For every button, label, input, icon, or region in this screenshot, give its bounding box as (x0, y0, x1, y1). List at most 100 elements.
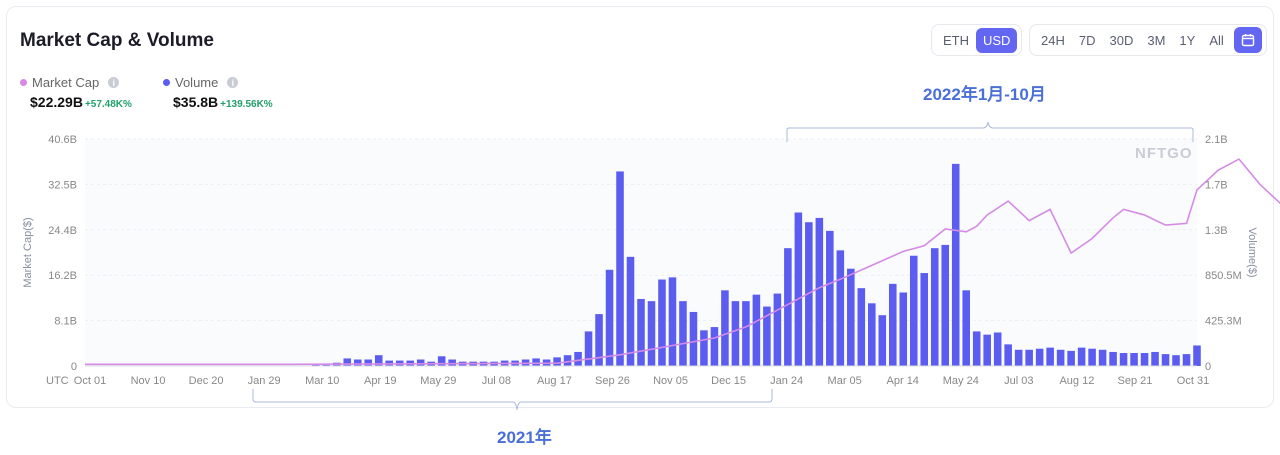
volume-bar (773, 293, 782, 366)
volume-bar (815, 217, 824, 366)
bracket-2021 (252, 389, 773, 411)
volume-bar (312, 364, 320, 366)
volume-bar (364, 359, 373, 366)
y2-tick-label: 850.5M (1205, 270, 1242, 282)
x-tick-label: Apr 14 (887, 375, 919, 387)
volume-bar (584, 331, 593, 366)
volume-bar (1025, 349, 1033, 366)
volume-bar (868, 303, 876, 366)
x-tick-label: May 24 (943, 375, 979, 387)
volume-bar (595, 314, 603, 366)
volume-bar (448, 359, 456, 366)
legend-market-cap[interactable]: Market Cap i (20, 75, 120, 90)
y-tick-label: 40.6B (48, 134, 77, 146)
volume-bar (710, 327, 719, 366)
volume-bar (1056, 349, 1065, 366)
volume-bar (416, 359, 425, 366)
y-tick-label: 32.5B (48, 179, 77, 191)
x-tick-label: Sep 21 (1118, 375, 1153, 387)
range-24h-button[interactable]: 24H (1041, 32, 1065, 48)
volume-bar (605, 269, 614, 366)
market-cap-dot-icon (20, 79, 27, 86)
volume-bar (1004, 344, 1012, 366)
volume-bar (658, 279, 666, 366)
x-tick-label: Sep 26 (595, 375, 630, 387)
legend-volume-label: Volume (175, 75, 219, 90)
volume-bar (553, 357, 561, 366)
x-axis-label: UTC (46, 375, 69, 387)
calendar-button[interactable] (1233, 27, 1262, 53)
volume-bar (742, 301, 750, 366)
volume-bar (983, 334, 991, 366)
x-tick-label: Nov 05 (653, 375, 688, 387)
volume-dot-icon (163, 79, 170, 86)
y2-tick-label: 1.3B (1205, 225, 1228, 237)
x-tick-label: Oct 31 (1177, 375, 1209, 387)
x-tick-label: Mar 05 (828, 375, 862, 387)
y-tick-label: 16.2B (48, 270, 77, 282)
volume-bar (626, 256, 635, 366)
volume-bar (951, 163, 960, 366)
volume-bar (1193, 345, 1201, 366)
y2-tick-label: 1.7B (1205, 179, 1228, 191)
x-tick-label: Dec 20 (189, 375, 224, 387)
x-tick-label: Jan 29 (248, 375, 281, 387)
volume-bar (1035, 348, 1044, 366)
volume-stat: $35.8B +139.56K% (173, 94, 273, 110)
volume-bar (826, 230, 834, 366)
info-icon[interactable]: i (227, 77, 239, 88)
volume-bar (1182, 354, 1191, 366)
x-tick-label: Jul 03 (1004, 375, 1033, 387)
volume-bar (679, 301, 687, 366)
volume-bar (721, 290, 729, 366)
volume-bar (1109, 351, 1117, 366)
volume-bar (1098, 349, 1107, 366)
volume-bar (1151, 351, 1159, 366)
volume-bar (1014, 349, 1023, 366)
market-cap-stat: $22.29B +57.48K% (30, 94, 132, 110)
x-tick-label: Jan 24 (770, 375, 803, 387)
y-tick-label: 8.1B (54, 316, 77, 328)
volume-bar (668, 277, 677, 366)
volume-bar (616, 171, 624, 366)
volume-bar (1119, 353, 1128, 366)
volume-bar (1172, 355, 1180, 366)
volume-bar (899, 292, 908, 366)
volume-bar (532, 358, 540, 366)
volume-bar (1140, 353, 1149, 366)
range-1y-button[interactable]: 1Y (1179, 32, 1196, 48)
range-7d-button[interactable]: 7D (1078, 32, 1096, 48)
range-3m-button[interactable]: 3M (1147, 32, 1166, 48)
x-tick-label: Jul 08 (482, 375, 511, 387)
volume-bar (1067, 350, 1075, 366)
range-toggle: 24H 7D 30D 3M 1Y All (1029, 24, 1267, 56)
currency-usd-button[interactable]: USD (976, 27, 1018, 53)
volume-bar (930, 248, 939, 366)
volume-bar (972, 331, 981, 366)
info-icon[interactable]: i (108, 77, 120, 88)
x-tick-label: Mar 10 (305, 375, 339, 387)
volume-bar (847, 268, 855, 366)
legend-volume[interactable]: Volume i (163, 75, 239, 90)
market-cap-line (85, 158, 1280, 366)
volume-bar (794, 212, 803, 366)
y2-tick-label: 425.3M (1205, 316, 1242, 328)
volume-bar (343, 358, 352, 366)
range-all-button[interactable]: All (1209, 32, 1224, 48)
volume-bar (941, 244, 950, 366)
volume-bar (1046, 347, 1054, 366)
volume-bar (1161, 354, 1170, 366)
volume-bar (353, 359, 362, 366)
volume-bar (763, 306, 771, 366)
range-30d-button[interactable]: 30D (1109, 32, 1134, 48)
volume-bar (1130, 353, 1138, 366)
volume-bar (888, 283, 897, 366)
y2-axis-label: Volume($) (1246, 227, 1258, 277)
y-tick-label: 0 (71, 361, 77, 373)
volume-bar (574, 351, 582, 366)
currency-toggle: ETH USD (931, 24, 1023, 56)
volume-bar (374, 355, 383, 366)
currency-eth-button[interactable]: ETH (943, 32, 969, 48)
volume-bar (700, 330, 708, 366)
volume-bar (857, 288, 866, 366)
